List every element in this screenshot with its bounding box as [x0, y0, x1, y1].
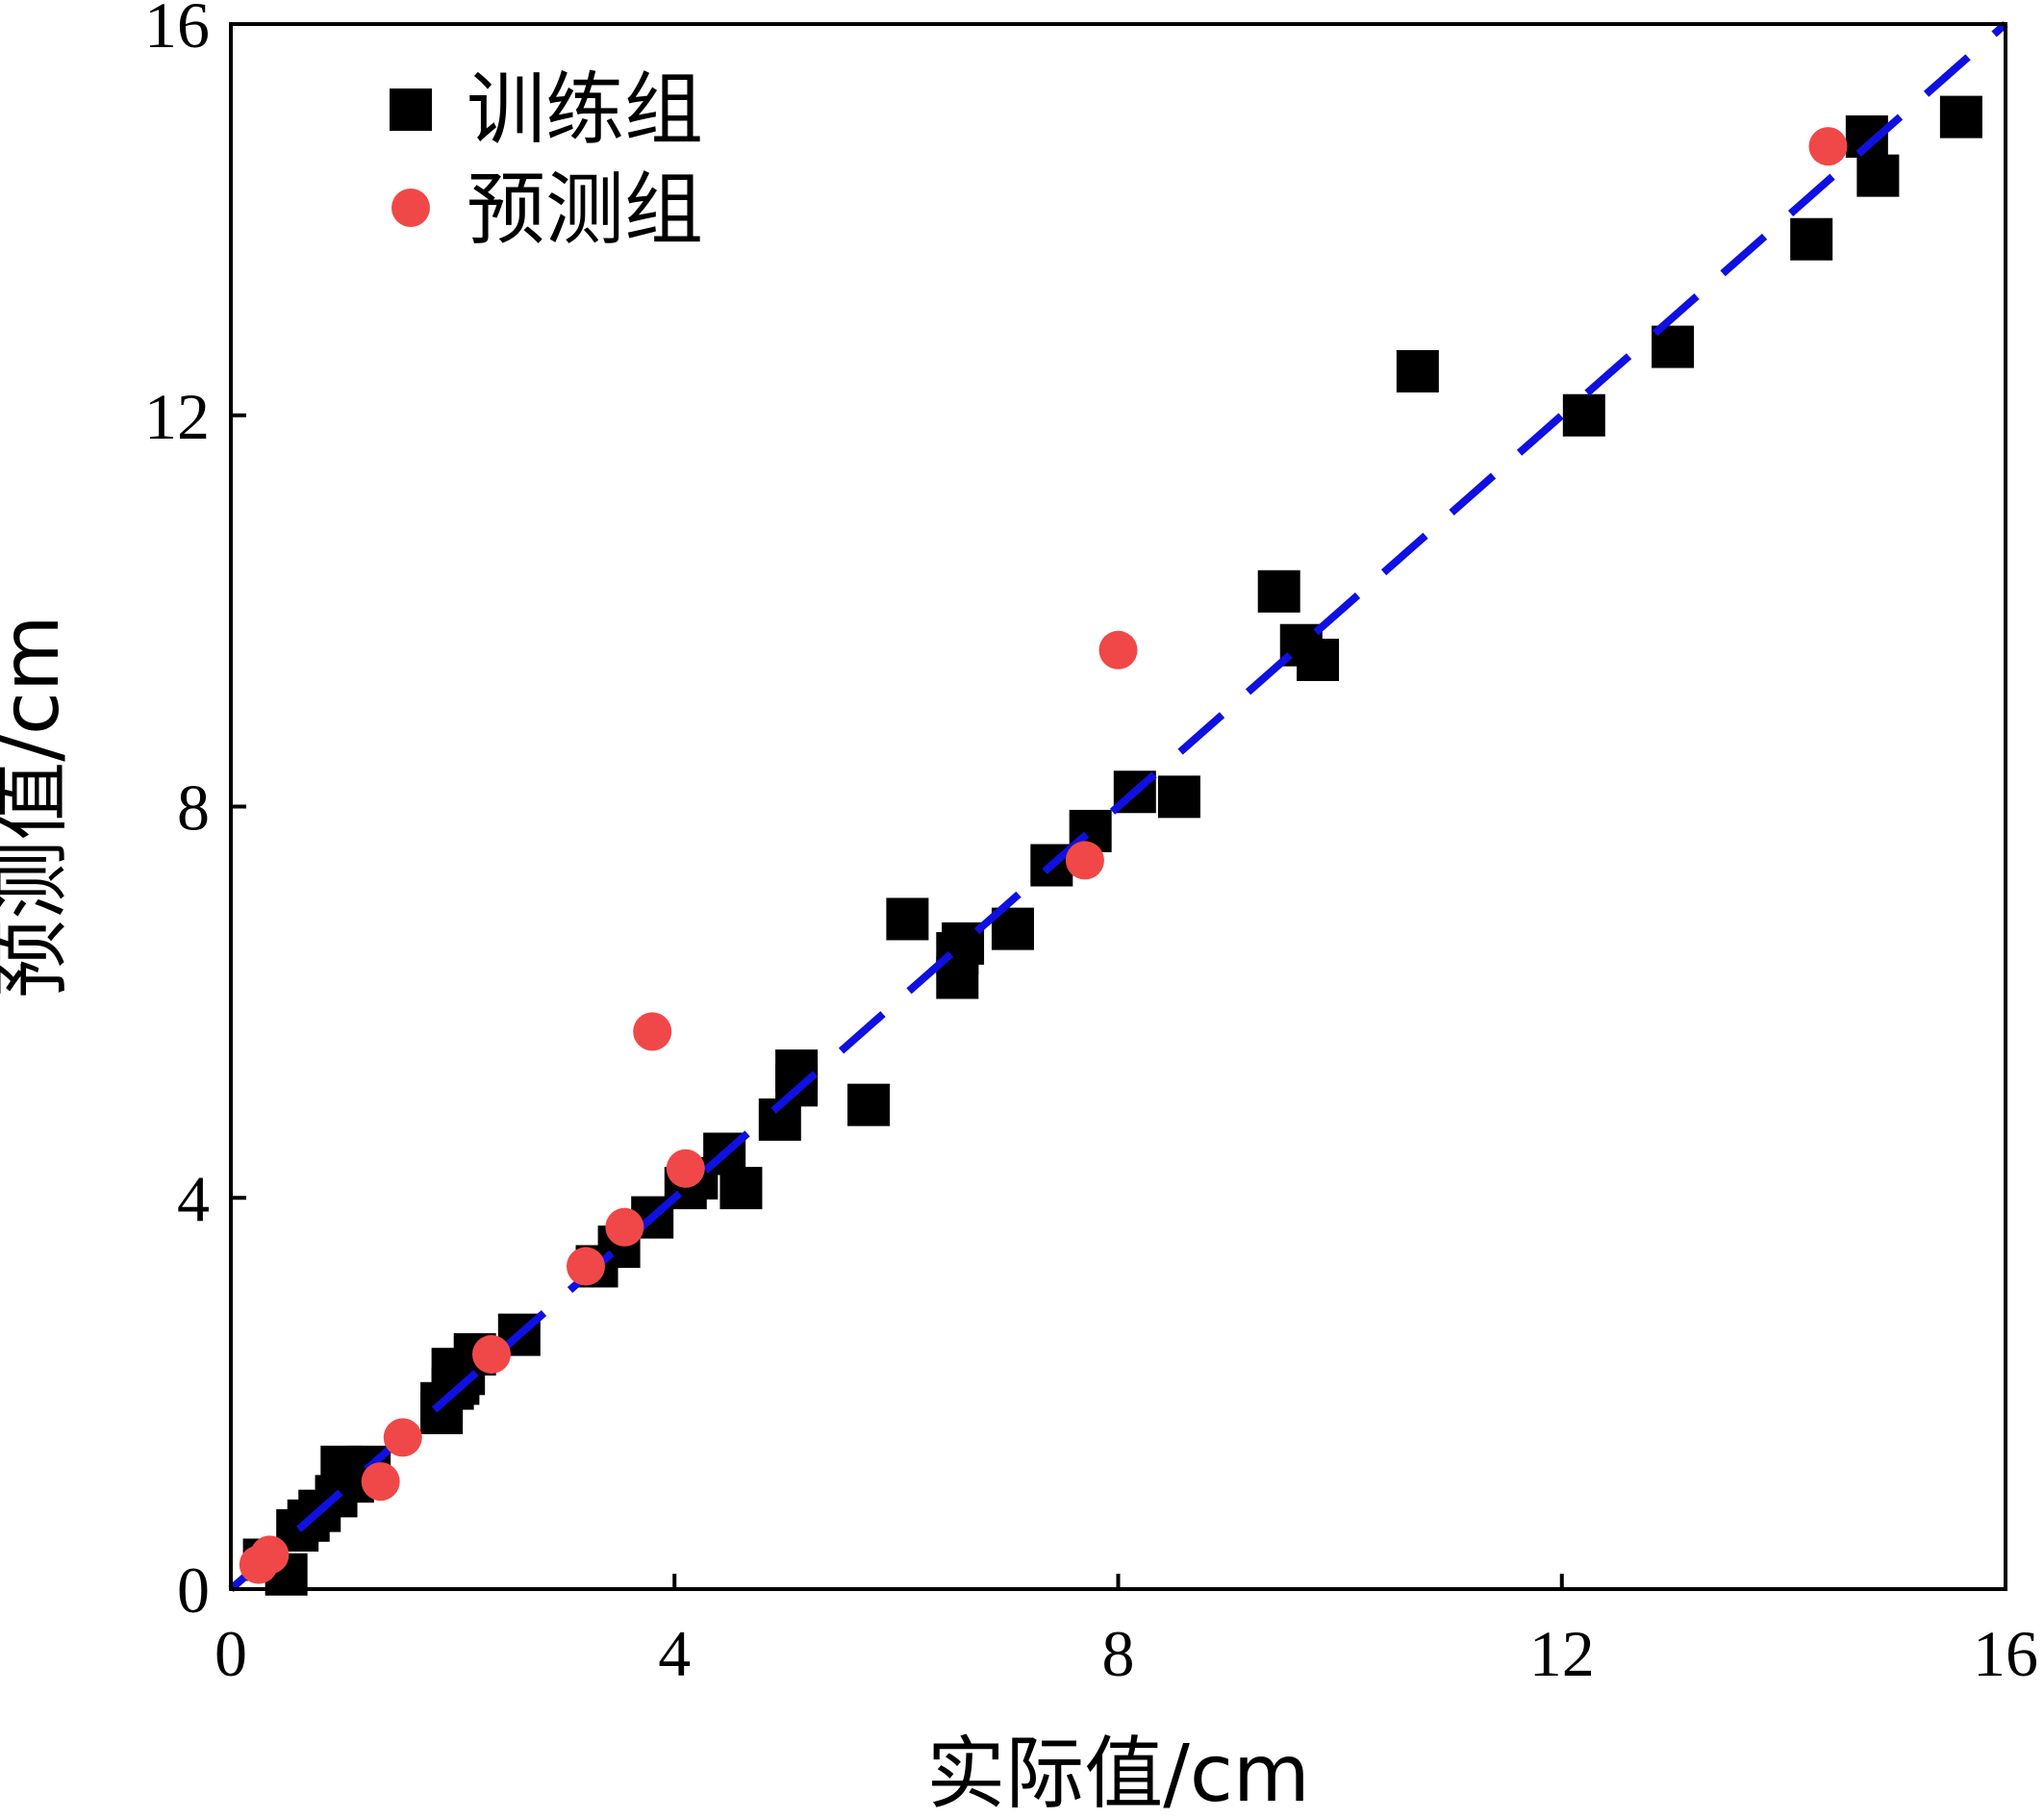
x-axis-ticks: 0 4 8 12 16	[214, 1574, 2038, 1690]
prediction-point	[666, 1149, 705, 1188]
training-point	[1790, 217, 1833, 261]
y-axis-label: 预测值/cm	[0, 615, 77, 998]
prediction-point	[1065, 841, 1104, 880]
prediction-point	[383, 1418, 422, 1457]
legend: 训练组 预测组	[390, 64, 703, 256]
y-tick-label: 16	[144, 0, 210, 62]
prediction-point	[361, 1462, 400, 1502]
prediction-point	[471, 1334, 511, 1374]
legend-label-training: 训练组	[467, 64, 703, 156]
prediction-point	[1808, 127, 1848, 166]
x-axis-label: 实际值/cm	[926, 1729, 1310, 1819]
y-tick-label: 8	[177, 771, 210, 845]
training-point	[1396, 349, 1439, 392]
training-point	[1257, 569, 1300, 613]
training-point	[1157, 775, 1200, 819]
x-tick-label: 0	[214, 1617, 247, 1690]
x-tick-label: 16	[1973, 1617, 2038, 1690]
x-tick-label: 12	[1529, 1617, 1595, 1690]
prediction-point	[250, 1535, 290, 1575]
prediction-point	[605, 1207, 644, 1247]
legend-marker-prediction	[391, 189, 430, 227]
y-tick-label: 12	[144, 380, 210, 453]
y-axis-ticks: 0 4 8 12 16	[144, 0, 246, 1627]
training-point	[847, 1083, 891, 1126]
y-tick-label: 4	[177, 1162, 210, 1235]
legend-label-prediction: 预测组	[467, 164, 703, 256]
y-tick-label: 0	[177, 1554, 210, 1627]
prediction-point	[633, 1012, 672, 1051]
plot-layer	[228, 20, 2008, 1596]
training-point	[1939, 95, 1982, 139]
training-point	[719, 1167, 763, 1210]
fit-line	[228, 20, 2008, 1593]
legend-marker-training	[390, 88, 432, 131]
training-point	[1856, 154, 1900, 197]
prediction-point	[1098, 630, 1138, 669]
training-point	[886, 897, 929, 941]
training-point	[1562, 393, 1605, 437]
x-tick-label: 4	[658, 1617, 691, 1690]
x-tick-label: 8	[1102, 1617, 1135, 1690]
training-point	[775, 1049, 819, 1093]
training-point	[1297, 638, 1340, 681]
prediction-point	[567, 1247, 605, 1286]
